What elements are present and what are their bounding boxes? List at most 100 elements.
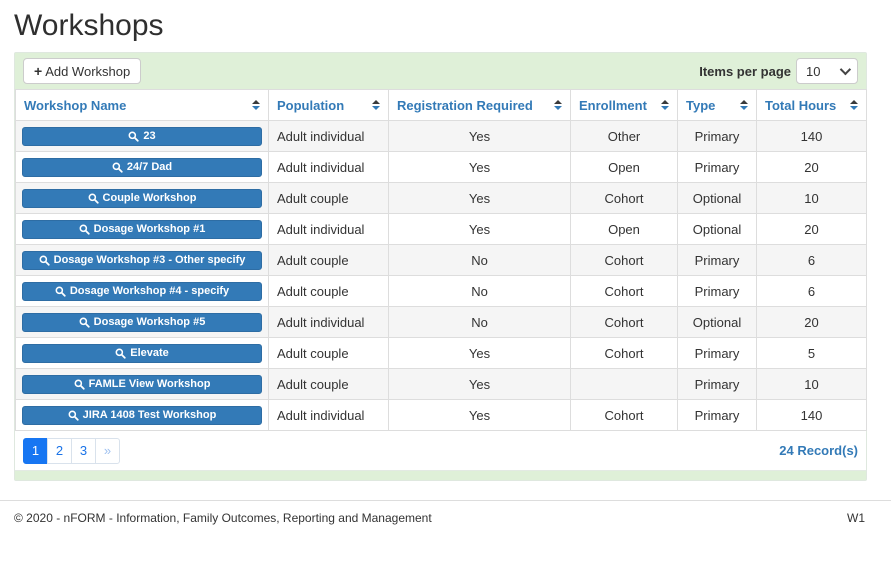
- version-label: W1: [847, 511, 865, 525]
- population-cell: Adult couple: [268, 182, 389, 214]
- type-cell: Primary: [677, 337, 757, 369]
- page-button-1[interactable]: 1: [23, 437, 48, 464]
- column-header-total-hours[interactable]: Total Hours: [756, 89, 867, 121]
- type-cell: Optional: [677, 213, 757, 245]
- workshop-name-label: Dosage Workshop #1: [93, 223, 206, 235]
- population-cell: Adult couple: [268, 337, 389, 369]
- search-icon: [115, 348, 126, 359]
- page-footer: © 2020 - nFORM - Information, Family Out…: [0, 501, 891, 525]
- search-icon: [68, 410, 79, 421]
- workshop-name-button[interactable]: Dosage Workshop #1: [22, 219, 262, 239]
- population-cell: Adult couple: [268, 275, 389, 307]
- next-page-button[interactable]: »: [95, 437, 120, 464]
- pagination-bar: 1 2 3 » 24 Record(s): [15, 431, 866, 470]
- table-row: Dosage Workshop #1 Adult individual Yes …: [15, 213, 867, 245]
- column-header-workshop-name[interactable]: Workshop Name: [15, 89, 269, 121]
- copyright-text: © 2020 - nFORM - Information, Family Out…: [14, 511, 432, 525]
- workshop-name-label: Dosage Workshop #4 - specify: [69, 285, 230, 297]
- search-icon: [88, 193, 99, 204]
- items-per-page-select[interactable]: 10: [796, 58, 858, 84]
- sort-icon: [252, 100, 260, 110]
- registration-required-cell: No: [388, 244, 571, 276]
- enrollment-cell: Open: [570, 151, 678, 183]
- page-button-3[interactable]: 3: [71, 437, 96, 464]
- workshop-name-label: JIRA 1408 Test Workshop: [82, 409, 217, 421]
- workshop-name-button[interactable]: Dosage Workshop #4 - specify: [22, 281, 262, 301]
- enrollment-cell: Cohort: [570, 275, 678, 307]
- search-icon: [79, 317, 90, 328]
- workshop-name-button[interactable]: 24/7 Dad: [22, 157, 262, 177]
- plus-icon: +: [34, 63, 43, 79]
- type-cell: Optional: [677, 182, 757, 214]
- records-count: 24 Record(s): [779, 443, 858, 458]
- enrollment-cell: Cohort: [570, 182, 678, 214]
- search-icon: [74, 379, 85, 390]
- sort-icon: [740, 100, 748, 110]
- sort-icon: [850, 100, 858, 110]
- workshop-name-label: Dosage Workshop #3 - Other specify: [53, 254, 246, 266]
- workshop-name-button[interactable]: FAMLE View Workshop: [22, 374, 262, 394]
- enrollment-cell: Other: [570, 120, 678, 152]
- workshop-name-label: FAMLE View Workshop: [88, 378, 211, 390]
- column-header-enrollment[interactable]: Enrollment: [570, 89, 678, 121]
- population-cell: Adult couple: [268, 244, 389, 276]
- table-row: Dosage Workshop #5 Adult individual No C…: [15, 306, 867, 338]
- chevron-down-icon: [839, 63, 852, 76]
- registration-required-cell: Yes: [388, 337, 571, 369]
- population-cell: Adult individual: [268, 120, 389, 152]
- workshop-name-button[interactable]: 23: [22, 126, 262, 146]
- search-icon: [79, 224, 90, 235]
- sort-icon: [554, 100, 562, 110]
- total-hours-cell: 20: [756, 151, 867, 183]
- table-header-row: Workshop Name Population Registration Re…: [15, 89, 867, 121]
- total-hours-cell: 140: [756, 120, 867, 152]
- workshop-name-label: 24/7 Dad: [126, 161, 173, 173]
- workshop-name-button[interactable]: Dosage Workshop #3 - Other specify: [22, 250, 262, 270]
- workshop-name-button[interactable]: JIRA 1408 Test Workshop: [22, 405, 262, 425]
- search-icon: [128, 131, 140, 142]
- registration-required-cell: Yes: [388, 120, 571, 152]
- population-cell: Adult individual: [268, 151, 389, 183]
- workshop-name-label: Couple Workshop: [102, 192, 197, 204]
- page-button-2[interactable]: 2: [47, 437, 72, 464]
- enrollment-cell: [570, 368, 678, 400]
- registration-required-cell: Yes: [388, 151, 571, 183]
- population-cell: Adult individual: [268, 213, 389, 245]
- type-cell: Primary: [677, 368, 757, 400]
- workshop-name-label: Elevate: [130, 347, 169, 359]
- items-per-page: Items per page 10: [699, 58, 858, 84]
- total-hours-cell: 10: [756, 182, 867, 214]
- workshop-name-button[interactable]: Dosage Workshop #5: [22, 312, 262, 332]
- add-workshop-label: Add Workshop: [45, 63, 131, 79]
- footer-divider: [0, 500, 891, 501]
- total-hours-cell: 20: [756, 213, 867, 245]
- registration-required-cell: No: [388, 275, 571, 307]
- items-per-page-value: 10: [806, 63, 821, 79]
- column-header-population[interactable]: Population: [268, 89, 389, 121]
- type-cell: Primary: [677, 244, 757, 276]
- population-cell: Adult individual: [268, 399, 389, 431]
- enrollment-cell: Cohort: [570, 244, 678, 276]
- table-row: FAMLE View Workshop Adult couple Yes Pri…: [15, 368, 867, 400]
- sort-icon: [661, 100, 669, 110]
- table-row: JIRA 1408 Test Workshop Adult individual…: [15, 399, 867, 431]
- search-icon: [112, 162, 123, 173]
- population-cell: Adult couple: [268, 368, 389, 400]
- toolbar: + Add Workshop Items per page 10: [15, 53, 866, 89]
- workshop-name-label: 23: [143, 130, 156, 142]
- enrollment-cell: Cohort: [570, 399, 678, 431]
- table-row: 24/7 Dad Adult individual Yes Open Prima…: [15, 151, 867, 183]
- column-header-type[interactable]: Type: [677, 89, 757, 121]
- column-header-registration-required[interactable]: Registration Required: [388, 89, 571, 121]
- table-row: Couple Workshop Adult couple Yes Cohort …: [15, 182, 867, 214]
- add-workshop-button[interactable]: + Add Workshop: [23, 58, 142, 84]
- enrollment-cell: Cohort: [570, 306, 678, 338]
- workshop-name-button[interactable]: Elevate: [22, 343, 262, 363]
- total-hours-cell: 6: [756, 275, 867, 307]
- workshop-name-button[interactable]: Couple Workshop: [22, 188, 262, 208]
- registration-required-cell: No: [388, 306, 571, 338]
- workshop-name-label: Dosage Workshop #5: [93, 316, 206, 328]
- type-cell: Optional: [677, 306, 757, 338]
- enrollment-cell: Cohort: [570, 337, 678, 369]
- page-title: Workshops: [14, 9, 164, 42]
